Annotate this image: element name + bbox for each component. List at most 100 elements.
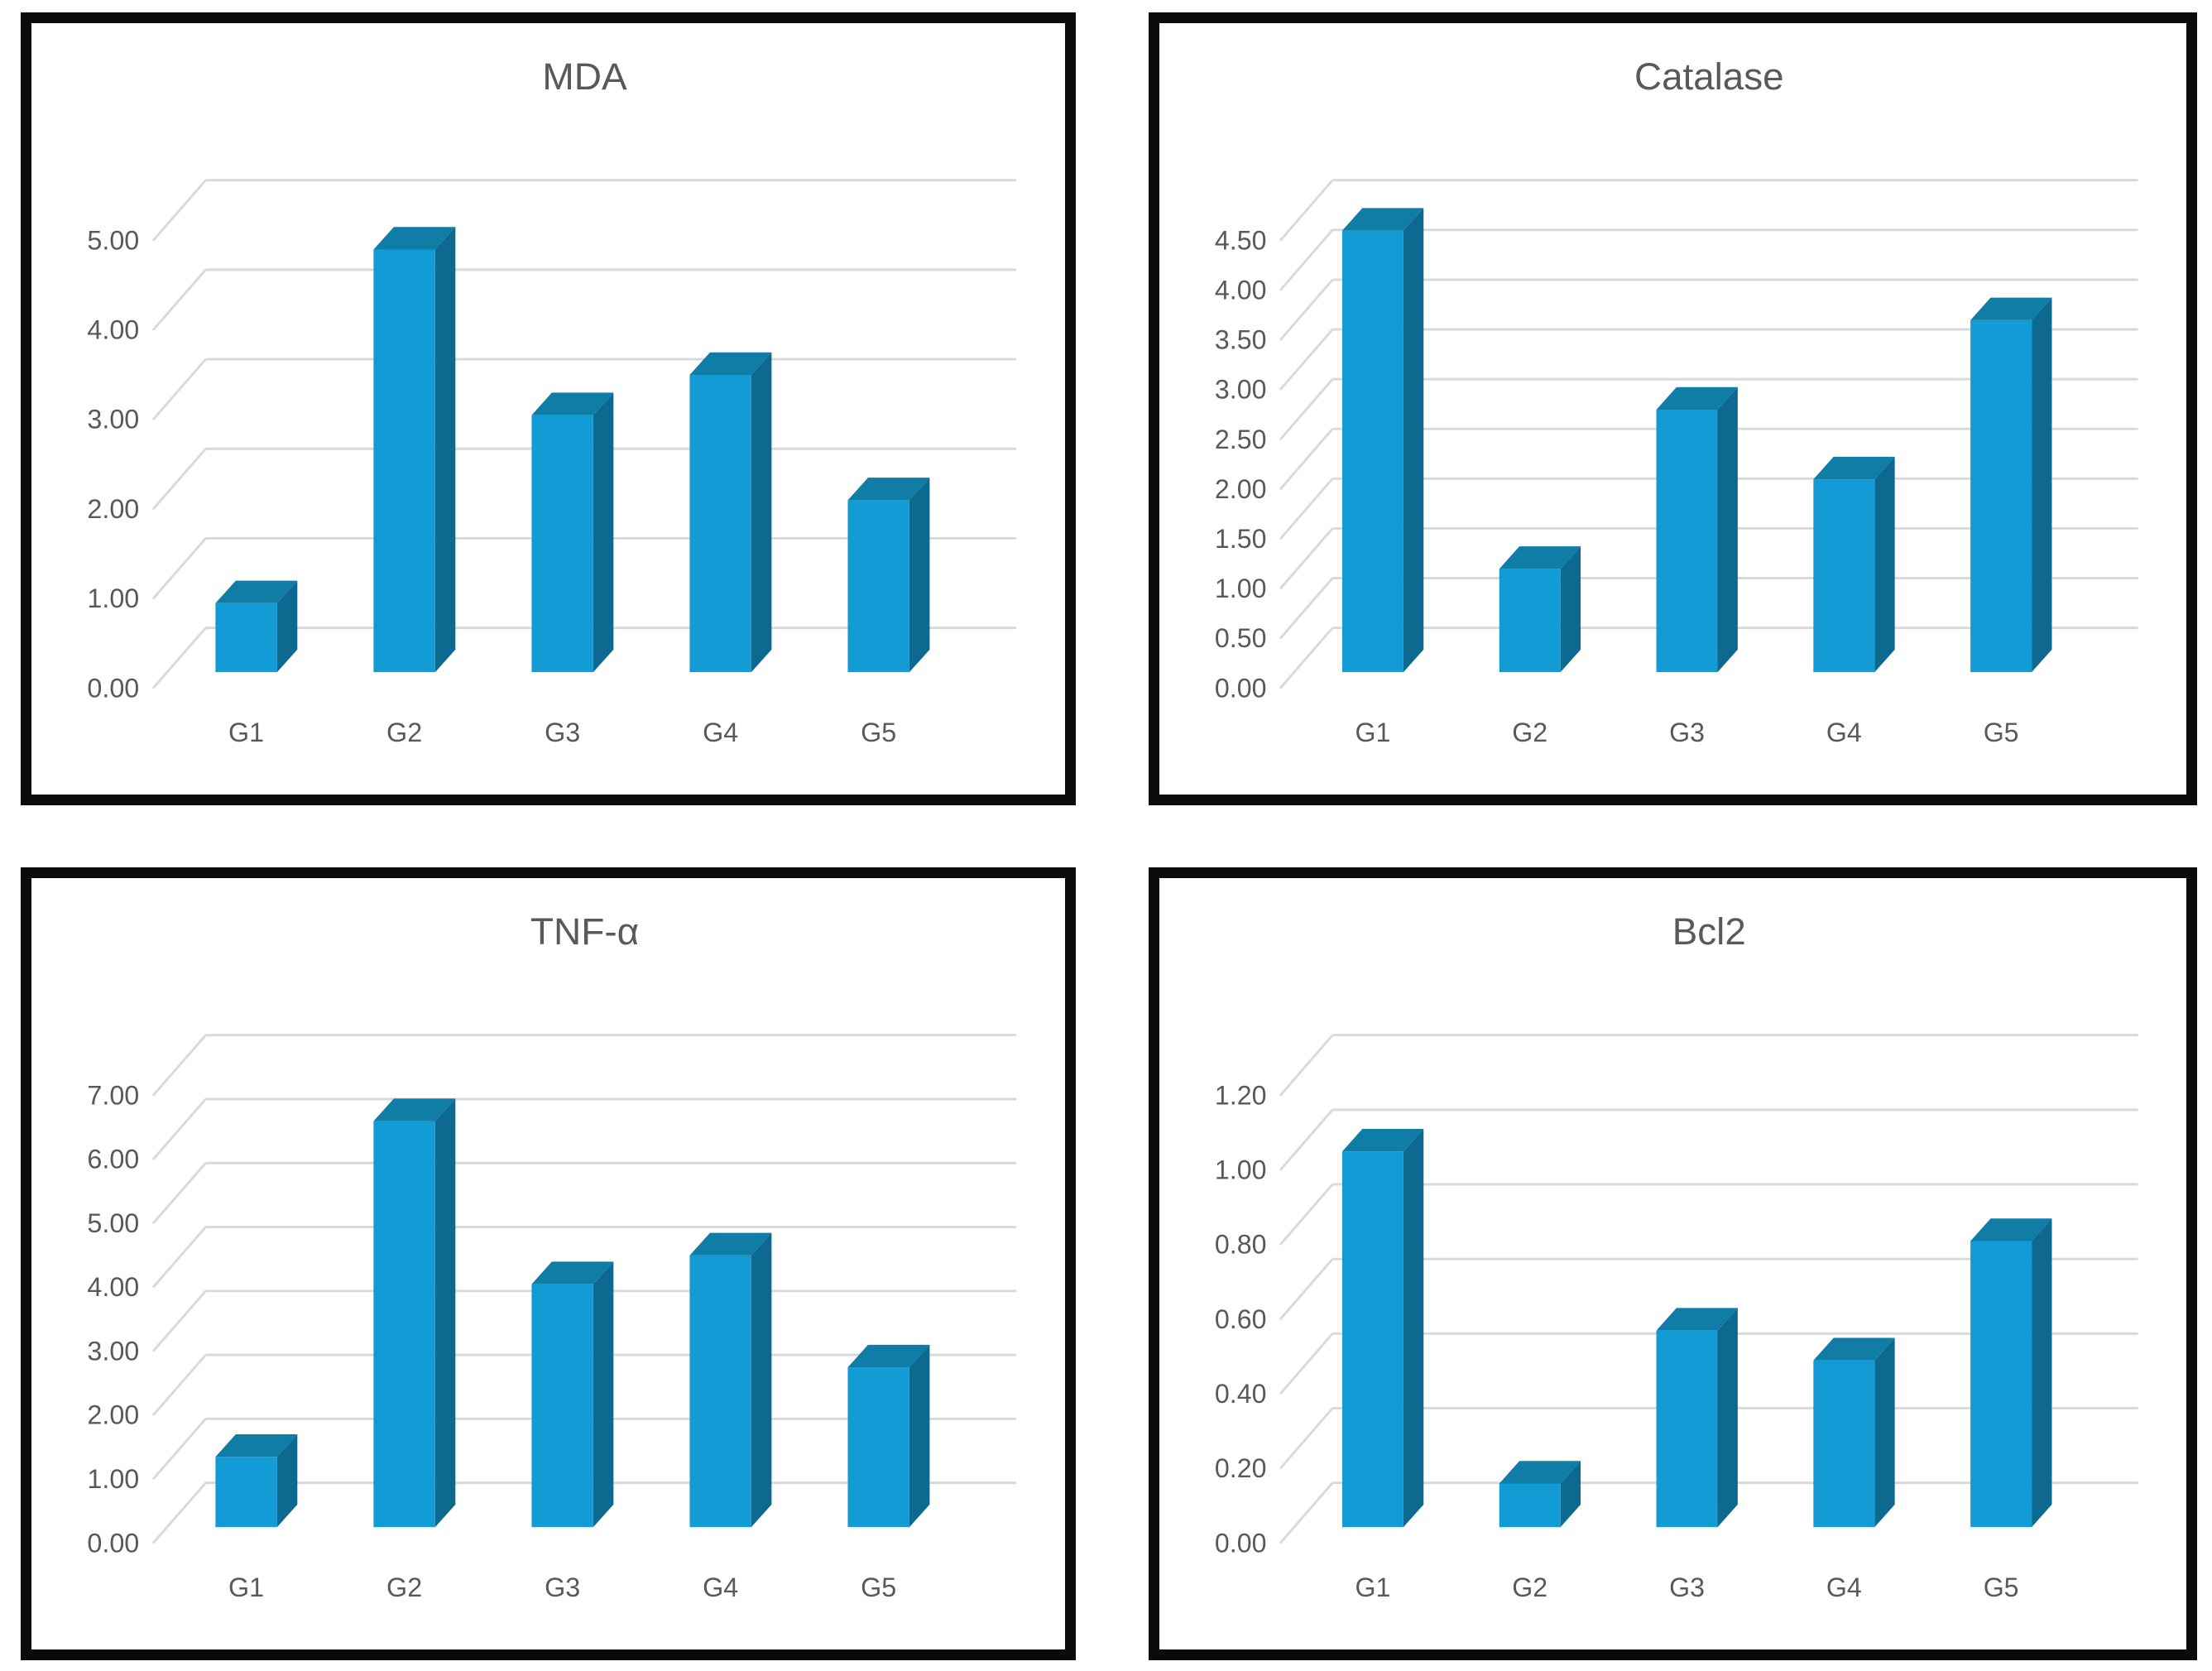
bar-side-face: [276, 580, 298, 673]
bar-top-face: [373, 1098, 456, 1121]
y-tick-label: 1.20: [1215, 1080, 1267, 1110]
bar-top-face: [1499, 1461, 1581, 1484]
bar: [1813, 479, 1875, 673]
chart-panel-tnf: 0.00 1.00 2.00 3.00 4.00 5.00 6.00 7.00 G1 G2 G3 G4…: [21, 867, 1076, 1660]
chart-3d-column: 0.00 0.20 0.40 0.60 0.80 1.00 1.20 G1 G2 G3 G4 G5 Bc…: [1215, 910, 2138, 1602]
gridline-diagonal: [151, 1098, 207, 1160]
bar-side-face: [1717, 387, 1738, 673]
gridline-diagonal: [151, 1289, 207, 1352]
chart-title: MDA: [542, 55, 627, 98]
y-tick-label: 0.40: [1215, 1379, 1267, 1409]
y-tick-label: 2.00: [87, 494, 139, 524]
y-tick-label: 0.00: [87, 1528, 139, 1558]
y-tick-label: 1.00: [87, 1464, 139, 1494]
y-tick-label: 4.00: [87, 1272, 139, 1302]
gridline-diagonal: [1279, 1332, 1334, 1395]
gridline-diagonal: [151, 268, 207, 331]
x-category-label: G4: [1826, 718, 1862, 747]
bar-top-face: [215, 580, 298, 603]
bar-top-face: [1499, 546, 1581, 569]
gridline-diagonal: [1279, 1108, 1334, 1171]
bar: [847, 500, 909, 673]
y-tick-label: 2.00: [1215, 474, 1267, 504]
bar-side-face: [1403, 1129, 1424, 1528]
y-tick-label: 1.00: [1215, 1155, 1267, 1185]
x-category-label: G5: [1984, 1573, 2019, 1602]
bar-top-face: [1341, 208, 1424, 231]
bar: [215, 603, 277, 673]
gridline-diagonal: [151, 179, 207, 242]
bar: [1970, 319, 2032, 673]
chart-title: TNF-α: [530, 910, 639, 953]
y-tick-label: 2.50: [1215, 425, 1267, 454]
chart-title: Bcl2: [1672, 910, 1746, 953]
bar-top-face: [1970, 297, 2052, 320]
x-category-label: G5: [861, 718, 896, 747]
bar-side-face: [593, 1261, 614, 1528]
gridline-diagonal: [1279, 428, 1334, 491]
bar-side-face: [2032, 1218, 2052, 1528]
bar-top-face: [1656, 1308, 1738, 1331]
bar: [1813, 1360, 1875, 1528]
bar-side-face: [909, 1344, 930, 1528]
x-category-label: G5: [1984, 718, 2019, 747]
x-category-label: G1: [1356, 718, 1391, 747]
gridline-diagonal: [1279, 478, 1334, 540]
x-category-label: G3: [1669, 1573, 1705, 1602]
gridline-diagonal: [151, 448, 207, 511]
y-tick-label: 3.00: [1215, 375, 1267, 405]
chart-3d-column: 0.00 1.00 2.00 3.00 4.00 5.00 G1 G2 G3 G4 G5 MDA: [87, 55, 1017, 747]
chart-3d-column: 0.00 1.00 2.00 3.00 4.00 5.00 6.00 7.00 G1 G2 G3 G4…: [87, 910, 1017, 1602]
y-tick-label: 4.00: [1215, 275, 1267, 305]
bar: [1970, 1241, 2032, 1528]
bar: [1341, 1151, 1403, 1528]
x-category-label: G2: [1512, 1573, 1547, 1602]
bar-side-face: [2032, 297, 2052, 673]
y-tick-label: 6.00: [87, 1145, 139, 1174]
gridline-diagonal: [1279, 179, 1334, 242]
bar-top-face: [1341, 1129, 1424, 1152]
x-category-label: G2: [1512, 718, 1547, 747]
y-tick-label: 1.00: [1215, 574, 1267, 603]
y-tick-label: 0.00: [1215, 1528, 1267, 1558]
x-category-label: G2: [386, 1573, 422, 1602]
bar: [1341, 230, 1403, 673]
gridline-diagonal: [1279, 228, 1334, 291]
gridline-diagonal: [1279, 577, 1334, 640]
x-category-label: G4: [1826, 1573, 1862, 1602]
bar: [1656, 410, 1718, 673]
bar-side-face: [1560, 546, 1581, 673]
bar: [373, 249, 435, 673]
y-tick-label: 1.50: [1215, 524, 1267, 554]
chart-title: Catalase: [1634, 55, 1783, 98]
gridline-diagonal: [151, 1162, 207, 1225]
y-tick-label: 0.00: [87, 673, 139, 703]
bar: [373, 1121, 435, 1528]
gridline-diagonal: [1279, 1481, 1334, 1544]
y-tick-label: 3.00: [87, 405, 139, 435]
x-category-label: G1: [228, 718, 264, 747]
gridline-diagonal: [151, 1354, 207, 1416]
gridline-diagonal: [1279, 378, 1334, 441]
bar: [1499, 569, 1561, 673]
chart-panel-bcl2: 0.00 0.20 0.40 0.60 0.80 1.00 1.20 G1 G2 G3 G4 G5 Bc…: [1149, 867, 2197, 1660]
bar-top-face: [847, 478, 930, 501]
bar-side-face: [1874, 456, 1895, 673]
bar-top-face: [689, 1232, 772, 1256]
bar-side-face: [1560, 1461, 1581, 1528]
gridline-diagonal: [151, 1481, 207, 1544]
gridline-diagonal: [151, 537, 207, 600]
y-tick-label: 0.50: [1215, 623, 1267, 653]
y-tick-label: 3.50: [1215, 325, 1267, 355]
x-category-label: G5: [861, 1573, 896, 1602]
y-tick-label: 4.50: [1215, 225, 1267, 255]
bar-side-face: [1874, 1337, 1895, 1528]
x-category-label: G4: [703, 1573, 738, 1602]
gridline-diagonal: [1279, 1184, 1334, 1246]
gridline-diagonal: [151, 627, 207, 689]
bar-side-face: [434, 227, 456, 673]
x-category-label: G3: [1669, 718, 1705, 747]
gridline-diagonal: [1279, 1258, 1334, 1321]
bar-side-face: [593, 392, 614, 673]
bar: [689, 374, 751, 673]
